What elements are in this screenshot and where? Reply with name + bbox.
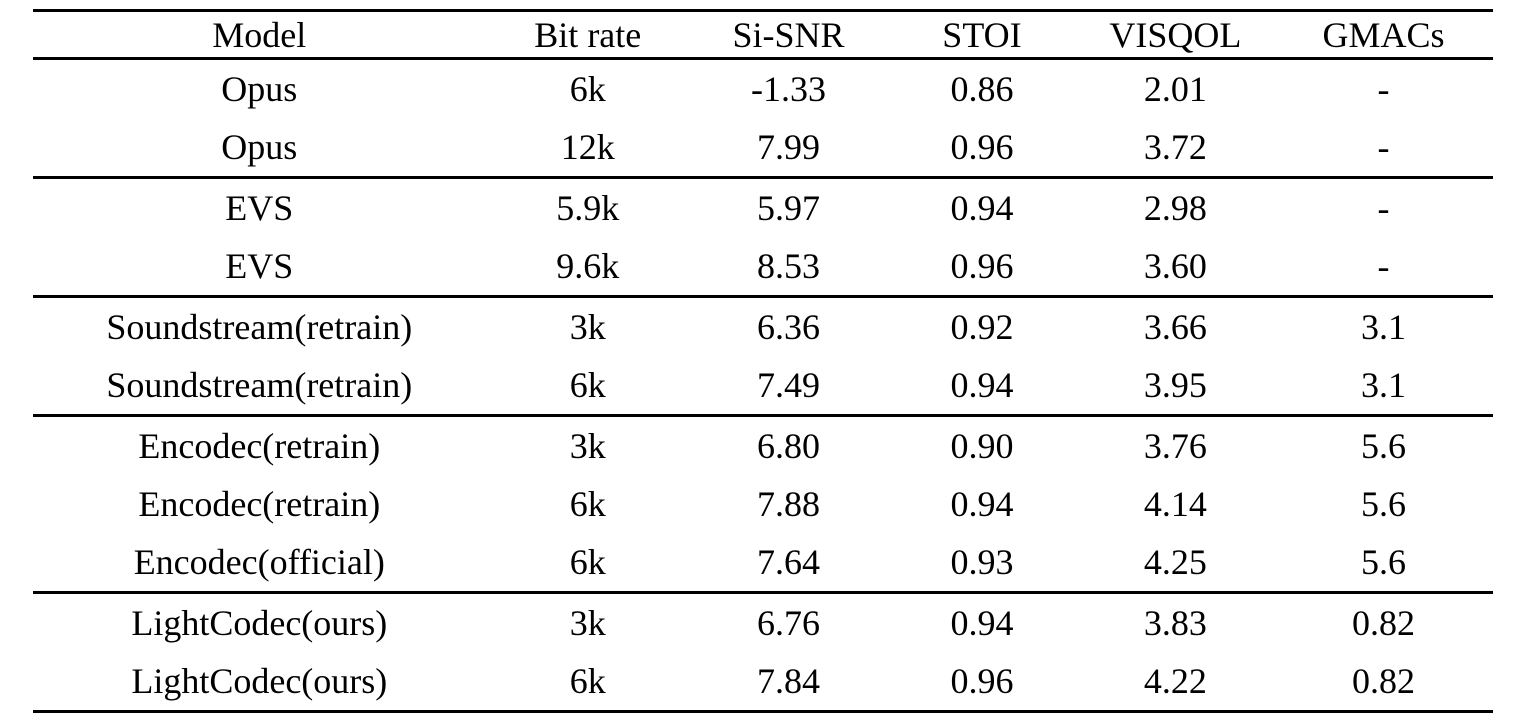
table-cell: 7.99: [757, 127, 821, 167]
table-row: Soundstream(retrain) 6k 7.49 0.94 3.95 3.1: [33, 356, 1493, 416]
table-cell: 6.36: [757, 307, 821, 347]
table-cell: 5.9k: [556, 188, 620, 228]
table-row: Encodec(retrain) 6k 7.88 0.94 4.14 5.6: [33, 475, 1493, 533]
table-cell: 3.83: [1143, 603, 1207, 643]
table-cell: LightCodec(ours): [131, 603, 388, 643]
results-table: Model Bit rate Si-SNR STOI VISQOL GMACs …: [33, 9, 1493, 713]
table-row: Encodec(retrain) 3k 6.80 0.90 3.76 5.6: [33, 416, 1493, 476]
table-section: Soundstream(retrain) 3k 6.36 0.92 3.66 3.1 Sou…: [33, 297, 1493, 416]
table-cell: LightCodec(ours): [131, 661, 388, 701]
table-cell: 5.97: [757, 188, 821, 228]
table-cell: 4.22: [1143, 661, 1207, 701]
table-cell: 2.01: [1143, 69, 1207, 109]
table-cell: 6k: [569, 365, 606, 405]
table-cell: 9.6k: [556, 246, 620, 286]
table-cell: 0.93: [950, 542, 1014, 582]
table-section: Opus 6k -1.33 0.86 2.01 - Opus 12k 7.99 0.96 3.72 -: [33, 59, 1493, 178]
table-row: LightCodec(ours) 3k 6.76 0.94 3.83 0.82: [33, 593, 1493, 653]
table-row: Encodec(official) 6k 7.64 0.93 4.25 5.6: [33, 533, 1493, 593]
column-header-bitrate: Bit rate: [534, 14, 642, 55]
table-cell: -: [1377, 69, 1390, 109]
column-header-gmacs: GMACs: [1322, 14, 1445, 55]
table-cell: 0.90: [950, 426, 1014, 466]
table-header: Model Bit rate Si-SNR STOI VISQOL GMACs: [33, 10, 1493, 59]
table-cell: 3.66: [1143, 307, 1207, 347]
column-header-sisnr: Si-SNR: [732, 14, 845, 55]
table-cell: -: [1377, 188, 1390, 228]
table-row: Soundstream(retrain) 3k 6.36 0.92 3.66 3.1: [33, 297, 1493, 357]
table-cell: 0.94: [950, 365, 1014, 405]
table-cell: Encodec(retrain): [138, 426, 381, 466]
table-cell: 6k: [569, 661, 606, 701]
column-header-model: Model: [212, 14, 307, 55]
table-cell: 3.1: [1360, 307, 1406, 347]
header-row: Model Bit rate Si-SNR STOI VISQOL GMACs: [33, 10, 1493, 59]
table-cell: Soundstream(retrain): [106, 365, 413, 405]
table-row: EVS 9.6k 8.53 0.96 3.60 -: [33, 237, 1493, 297]
table-cell: 0.86: [950, 69, 1014, 109]
table-cell: 6k: [569, 69, 606, 109]
table-cell: 0.82: [1351, 603, 1415, 643]
table-cell: -: [1377, 127, 1390, 167]
table-section: EVS 5.9k 5.97 0.94 2.98 - EVS 9.6k 8.53 0.96 3.60 -: [33, 178, 1493, 297]
table-section: LightCodec(ours) 3k 6.76 0.94 3.83 0.82 LightC…: [33, 593, 1493, 712]
table-row: EVS 5.9k 5.97 0.94 2.98 -: [33, 178, 1493, 238]
table-cell: Soundstream(retrain): [106, 307, 413, 347]
table-cell: Encodec(retrain): [138, 484, 381, 524]
table-section: Encodec(retrain) 3k 6.80 0.90 3.76 5.6 Encodec…: [33, 416, 1493, 593]
table-cell: 5.6: [1360, 426, 1406, 466]
table-cell: 3k: [569, 426, 606, 466]
table-cell: 0.96: [950, 127, 1014, 167]
table-cell: -: [1377, 246, 1390, 286]
table-cell: 3.60: [1143, 246, 1207, 286]
table-cell: 0.94: [950, 484, 1014, 524]
table-cell: 3k: [569, 307, 606, 347]
table-cell: 0.94: [950, 188, 1014, 228]
table-cell: Encodec(official): [133, 542, 385, 582]
table-cell: 7.64: [757, 542, 821, 582]
table-cell: 6.80: [757, 426, 821, 466]
table-cell: Opus: [221, 69, 298, 109]
table-cell: Opus: [221, 127, 298, 167]
table-cell: EVS: [225, 246, 294, 286]
table-cell: 6k: [569, 484, 606, 524]
table-cell: EVS: [225, 188, 294, 228]
table-cell: 3.76: [1143, 426, 1207, 466]
table-cell: 3.1: [1360, 365, 1406, 405]
table-cell: 5.6: [1360, 542, 1406, 582]
table-cell: 6.76: [757, 603, 821, 643]
table-cell: 6k: [569, 542, 606, 582]
table-cell: 7.84: [757, 661, 821, 701]
column-header-visqol: VISQOL: [1109, 14, 1242, 55]
table-cell: 7.49: [757, 365, 821, 405]
table-cell: 5.6: [1360, 484, 1406, 524]
column-header-stoi: STOI: [942, 14, 1022, 55]
table-cell: 3.95: [1143, 365, 1207, 405]
table-cell: 0.92: [950, 307, 1014, 347]
table-row: Opus 6k -1.33 0.86 2.01 -: [33, 59, 1493, 119]
table-cell: 0.82: [1351, 661, 1415, 701]
table-cell: 0.96: [950, 246, 1014, 286]
table-cell: 4.25: [1143, 542, 1207, 582]
table-cell: 12k: [560, 127, 615, 167]
table-cell: 4.14: [1143, 484, 1207, 524]
table-cell: 0.96: [950, 661, 1014, 701]
table-cell: 8.53: [757, 246, 821, 286]
table-cell: 3.72: [1143, 127, 1207, 167]
table-row: LightCodec(ours) 6k 7.84 0.96 4.22 0.82: [33, 652, 1493, 712]
table-cell: -1.33: [751, 69, 827, 109]
table-cell: 7.88: [757, 484, 821, 524]
table-cell: 0.94: [950, 603, 1014, 643]
table-cell: 2.98: [1143, 188, 1207, 228]
table-row: Opus 12k 7.99 0.96 3.72 -: [33, 118, 1493, 178]
table-cell: 3k: [569, 603, 606, 643]
